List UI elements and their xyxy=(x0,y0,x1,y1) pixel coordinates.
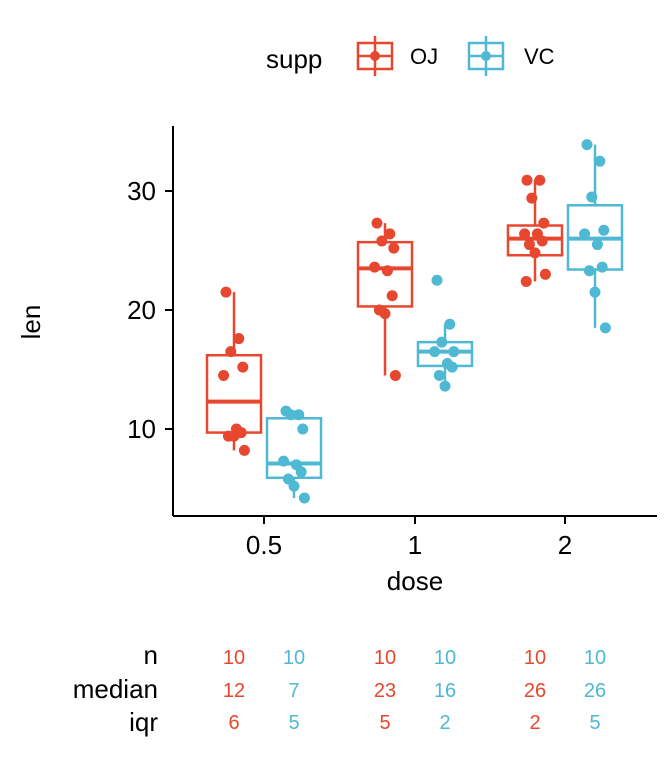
summary-cell-iqr: 6 xyxy=(228,712,239,734)
x-tick-label-1: 1 xyxy=(408,530,422,560)
data-point-oj-0.5 xyxy=(237,361,249,373)
data-point-oj-0.5 xyxy=(233,333,245,345)
data-point-oj-2 xyxy=(538,217,550,229)
data-point-vc-2 xyxy=(596,261,608,273)
y-tick-label-30: 30 xyxy=(127,176,156,206)
legend-key-vc xyxy=(467,36,505,76)
summary-cell-n: 10 xyxy=(524,647,546,669)
data-point-vc-1 xyxy=(444,318,456,330)
summary-row-label-median: median xyxy=(73,674,158,704)
summary-cell-median: 16 xyxy=(434,680,456,702)
summary-cell-iqr: 2 xyxy=(529,712,540,734)
data-point-oj-2 xyxy=(536,235,548,247)
data-point-oj-2 xyxy=(539,268,551,280)
x-tick-label-2: 2 xyxy=(558,530,572,560)
data-point-oj-2 xyxy=(521,174,533,186)
summary-cell-n: 10 xyxy=(584,647,606,669)
summary-cell-median: 12 xyxy=(223,680,245,702)
data-point-oj-1 xyxy=(384,228,396,240)
data-point-vc-1 xyxy=(429,346,441,358)
data-point-vc-1 xyxy=(446,361,458,373)
data-point-oj-0.5 xyxy=(220,286,232,298)
data-point-vc-0.5 xyxy=(285,409,297,421)
summary-cell-n: 10 xyxy=(223,647,245,669)
summary-cell-iqr: 2 xyxy=(439,712,450,734)
data-point-oj-1 xyxy=(386,290,398,302)
summary-cell-iqr: 5 xyxy=(589,712,600,734)
data-point-vc-2 xyxy=(594,155,606,167)
data-point-vc-0.5 xyxy=(298,492,310,504)
box-vc-2 xyxy=(566,144,624,328)
data-point-vc-2 xyxy=(598,224,610,236)
summary-cell-iqr: 5 xyxy=(379,712,390,734)
data-point-vc-2 xyxy=(586,191,598,203)
y-tick-label-10: 10 xyxy=(127,414,156,444)
data-point-oj-0.5 xyxy=(228,430,240,442)
data-point-oj-0.5 xyxy=(225,346,237,358)
summary-cell-n: 10 xyxy=(434,647,456,669)
data-point-vc-0.5 xyxy=(295,466,307,478)
data-point-vc-0.5 xyxy=(278,455,290,467)
data-point-oj-1 xyxy=(389,369,401,381)
summary-cell-median: 7 xyxy=(288,680,299,702)
data-point-oj-1 xyxy=(376,235,388,247)
summary-cell-median: 26 xyxy=(524,680,546,702)
data-point-oj-1 xyxy=(379,308,391,320)
data-point-oj-2 xyxy=(526,192,538,204)
summary-table: n median iqr 10 10 10 10 10 10 12 7 23 16 26 26 6 5 5 2… xyxy=(73,640,606,737)
data-point-vc-0.5 xyxy=(297,423,309,435)
data-point-oj-1 xyxy=(369,261,381,273)
data-point-vc-1 xyxy=(433,369,445,381)
data-point-vc-2 xyxy=(591,239,603,251)
summary-row-label-n: n xyxy=(144,640,158,670)
data-point-vc-1 xyxy=(436,336,448,348)
data-point-vc-1 xyxy=(431,274,443,286)
data-point-oj-2 xyxy=(529,247,541,259)
legend-title: supp xyxy=(266,44,322,74)
data-point-oj-2 xyxy=(519,228,531,240)
summary-cell-iqr: 5 xyxy=(288,712,299,734)
data-point-vc-2 xyxy=(581,139,593,151)
data-point-oj-1 xyxy=(381,265,393,277)
plot-area: 10 20 30 0.5 1 2 xyxy=(127,139,624,560)
data-point-oj-2 xyxy=(534,174,546,186)
summary-row-label-iqr: iqr xyxy=(129,707,158,737)
y-axis-title: len xyxy=(16,305,46,340)
data-point-vc-1 xyxy=(439,380,451,392)
summary-cell-median: 23 xyxy=(374,680,396,702)
data-point-vc-2 xyxy=(579,228,591,240)
data-point-vc-2 xyxy=(589,286,601,298)
summary-cell-median: 26 xyxy=(584,680,606,702)
summary-cell-n: 10 xyxy=(283,647,305,669)
data-point-oj-1 xyxy=(371,217,383,229)
box-oj-1 xyxy=(356,223,414,376)
legend-label-oj: OJ xyxy=(410,44,438,69)
legend-key-oj xyxy=(356,36,394,76)
legend: supp OJ VC xyxy=(266,36,555,76)
box-vc-1 xyxy=(416,324,474,387)
data-point-vc-1 xyxy=(448,346,460,358)
data-point-oj-2 xyxy=(520,275,532,287)
data-point-oj-0.5 xyxy=(238,444,250,456)
data-point-vc-2 xyxy=(599,322,611,334)
box-body xyxy=(205,353,263,434)
data-point-vc-0.5 xyxy=(293,409,305,421)
y-tick-label-20: 20 xyxy=(127,295,156,325)
x-axis-title: dose xyxy=(387,566,443,596)
data-point-vc-0.5 xyxy=(288,480,300,492)
legend-label-vc: VC xyxy=(524,44,555,69)
data-point-oj-2 xyxy=(523,239,535,251)
summary-cell-n: 10 xyxy=(374,647,396,669)
data-point-vc-2 xyxy=(583,265,595,277)
x-tick-label-0.5: 0.5 xyxy=(246,530,282,560)
data-point-oj-1 xyxy=(388,242,400,254)
data-point-oj-0.5 xyxy=(218,369,230,381)
